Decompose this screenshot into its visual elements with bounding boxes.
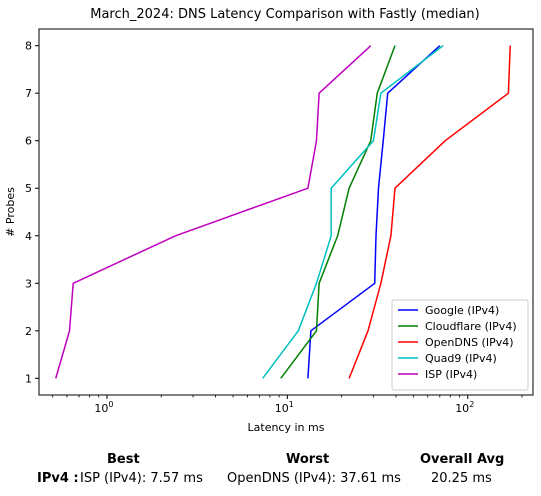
y-tick-label: 3 — [25, 277, 32, 290]
ipv4-row-label: IPv4 : — [37, 471, 79, 486]
latency-chart: March_2024: DNS Latency Comparison with … — [4, 7, 534, 434]
series-line-3 — [262, 45, 444, 379]
y-tick-label: 8 — [25, 40, 32, 53]
y-tick-label: 6 — [25, 135, 32, 148]
summary-panel: Best Worst Overall Avg IPv4 : ISP (IPv4)… — [0, 448, 541, 496]
plot-frame — [38, 28, 534, 396]
y-axis-label: # Probes — [4, 187, 17, 237]
x-axis-label: Latency in ms — [248, 421, 325, 434]
legend-entry-label: ISP (IPv4) — [425, 368, 477, 381]
legend-entry-label: Google (IPv4) — [425, 304, 499, 317]
legend: Google (IPv4) Cloudflare (IPv4) OpenDNS (I… — [391, 299, 529, 391]
y-tick-label: 1 — [25, 372, 32, 385]
x-tick-label: 100 — [94, 400, 113, 415]
series-line-0 — [307, 45, 441, 379]
x-tick-label: 102 — [455, 400, 474, 415]
best-value: ISP (IPv4): 7.57 ms — [80, 471, 203, 486]
legend-entry-label: Quad9 (IPv4) — [425, 352, 497, 365]
legend-entry-label: Cloudflare (IPv4) — [425, 320, 517, 333]
overall-avg-value: 20.25 ms — [431, 471, 492, 486]
x-tick-label: 101 — [275, 400, 294, 415]
worst-header: Worst — [286, 452, 330, 467]
series-line-2 — [348, 45, 511, 379]
y-tick-label: 5 — [25, 182, 32, 195]
y-tick-label: 4 — [25, 230, 32, 243]
series-line-1 — [280, 45, 396, 379]
legend-box — [391, 299, 529, 391]
y-tick-label: 7 — [25, 87, 32, 100]
chart-title: March_2024: DNS Latency Comparison with … — [90, 7, 479, 22]
overall-avg-header: Overall Avg — [420, 452, 505, 467]
best-header: Best — [107, 452, 140, 467]
worst-value: OpenDNS (IPv4): 37.61 ms — [227, 471, 401, 486]
legend-entry-label: OpenDNS (IPv4) — [425, 336, 514, 349]
y-tick-label: 2 — [25, 325, 32, 338]
series-line-4 — [55, 45, 372, 379]
